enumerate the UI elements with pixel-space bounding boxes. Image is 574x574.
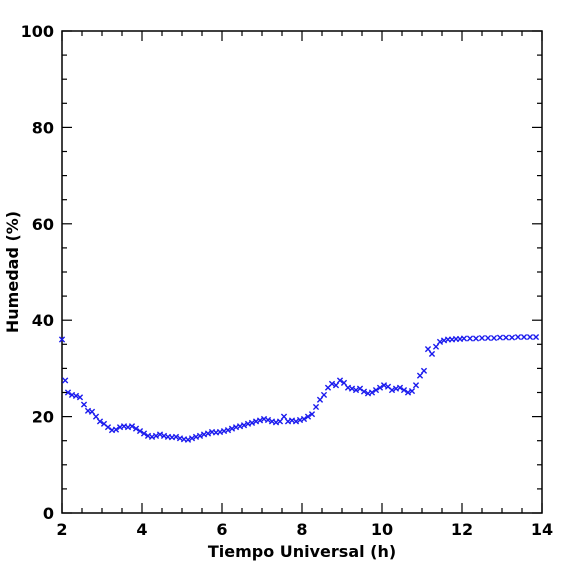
x-tick-label: 10 — [371, 520, 393, 539]
data-point — [204, 430, 212, 437]
data-point — [416, 372, 424, 379]
y-tick-label: 100 — [21, 22, 54, 41]
data-point — [320, 391, 328, 399]
data-point — [62, 377, 69, 384]
data-point — [112, 426, 120, 433]
data-point — [432, 343, 440, 350]
data-point — [240, 422, 248, 429]
data-point — [248, 419, 256, 426]
data-point — [92, 413, 100, 420]
data-point — [264, 416, 272, 424]
x-tick-label: 12 — [451, 520, 473, 539]
data-point — [104, 424, 112, 431]
plot-frame — [61, 30, 543, 514]
data-point — [466, 335, 474, 342]
data-point — [332, 382, 340, 389]
data-point — [80, 401, 88, 408]
data-point — [228, 425, 236, 432]
data-point — [58, 336, 66, 343]
data-point — [496, 334, 504, 341]
data-point — [316, 396, 324, 403]
data-point — [280, 413, 288, 420]
y-tick-label: 40 — [32, 311, 54, 330]
data-point — [520, 333, 528, 341]
data-point — [428, 350, 436, 358]
data-point — [424, 346, 432, 353]
data-point — [72, 392, 80, 399]
data-point — [136, 427, 144, 435]
data-point — [336, 377, 344, 384]
data-point — [404, 389, 412, 396]
data-point — [304, 413, 312, 420]
y-tick-label: 20 — [32, 408, 54, 427]
data-point — [490, 334, 498, 342]
x-tick-label: 4 — [136, 520, 147, 539]
data-point — [412, 382, 420, 389]
axis-ticks — [61, 30, 543, 514]
data-point — [300, 415, 308, 423]
data-point — [368, 389, 376, 396]
data-point — [360, 388, 368, 395]
data-point — [152, 432, 160, 439]
data-point — [372, 386, 380, 394]
x-tick-label: 6 — [216, 520, 227, 539]
data-point — [64, 389, 72, 396]
x-tick-label: 2 — [56, 520, 67, 539]
data-point — [380, 382, 388, 389]
data-point — [312, 403, 320, 411]
data-point — [184, 436, 192, 443]
data-point — [388, 386, 396, 394]
data-point — [356, 385, 364, 392]
data-point — [532, 333, 540, 341]
tick-labels: 2 4 6 8 10 12 14 0 20 40 60 80 100 — [21, 22, 554, 539]
data-point — [76, 394, 84, 401]
data-point — [256, 417, 264, 424]
data-point — [172, 433, 180, 440]
y-tick-label: 80 — [32, 118, 54, 137]
x-axis-title: Tiempo Universal (h) — [208, 542, 396, 561]
data-point — [308, 411, 316, 418]
data-point — [408, 387, 416, 395]
data-point — [460, 335, 468, 342]
data-point — [420, 367, 428, 374]
data-point — [188, 435, 196, 442]
data-points — [58, 333, 540, 443]
data-point — [352, 386, 360, 394]
data-point — [526, 333, 534, 341]
data-point — [484, 334, 492, 342]
data-point — [156, 431, 164, 438]
data-point — [478, 334, 486, 342]
data-point — [502, 334, 510, 341]
data-point — [340, 379, 348, 386]
data-point — [472, 335, 480, 342]
data-point — [196, 432, 204, 439]
y-axis-title: Humedad (%) — [3, 211, 22, 333]
x-tick-label: 8 — [296, 520, 307, 539]
data-point — [224, 427, 232, 434]
data-point — [508, 334, 516, 341]
data-point — [514, 333, 522, 341]
data-point — [328, 380, 336, 387]
data-point — [88, 408, 96, 415]
data-point — [376, 384, 384, 391]
data-point — [132, 425, 140, 432]
data-point — [348, 385, 356, 392]
data-point — [396, 384, 404, 391]
data-point — [276, 418, 284, 425]
data-point — [292, 418, 300, 425]
x-tick-label: 14 — [531, 520, 553, 539]
data-point — [140, 430, 148, 437]
data-point — [128, 423, 136, 430]
data-point — [96, 418, 104, 425]
data-point — [400, 386, 408, 394]
data-point — [436, 338, 444, 345]
y-tick-label: 60 — [32, 215, 54, 234]
y-tick-label: 0 — [43, 504, 54, 523]
